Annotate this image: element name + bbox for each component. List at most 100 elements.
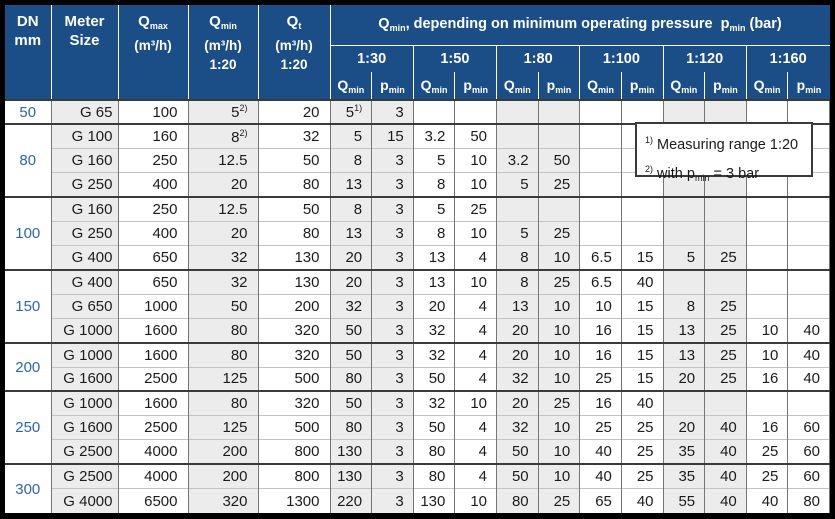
qmin-cell: 200 [188, 463, 259, 489]
meter-size-cell: G 4000 [51, 488, 119, 513]
meter-size-cell: G 400 [51, 268, 119, 295]
ratio-qmin-cell: 32 [413, 390, 456, 416]
col-header-qmin: Qmin (m³/h) 1:20 [188, 5, 259, 100]
ratio-qmin-cell: 50 [413, 366, 456, 392]
ratio-qmin-cell: 50 [413, 415, 456, 440]
ratio-pmin-cell: 10 [454, 488, 497, 513]
table-row: G 1600 2500 125 500 80 3 50 4 32 10 25 15 20 25 16 40 [5, 366, 830, 392]
dn-cell: 100 [5, 196, 52, 270]
ratio-pmin-cell [787, 390, 830, 416]
ratio-qmin-cell: 40 [746, 488, 789, 513]
qmax-cell: 400 [118, 172, 189, 198]
ratio-pmin-cell: 4 [454, 293, 497, 319]
ratio-qmin-cell [496, 98, 539, 125]
ratio-header: 1:160 [745, 45, 830, 72]
ratio-header: 1:80 [495, 45, 580, 72]
pmin-subheader: pmin [454, 72, 497, 100]
table-row: 150 G 400 650 32 130 20 3 13 10 8 25 6.5 40 [5, 268, 830, 343]
ratio-pmin-cell: 3 [371, 268, 414, 295]
meter-size-cell: G 1000 [51, 390, 119, 416]
qmin-cell: 125 [188, 415, 259, 440]
qt-cell: 500 [258, 366, 331, 392]
ratio-qmin-cell: 13 [663, 318, 706, 343]
ratio-qmin-cell [663, 196, 706, 222]
ratio-qmin-cell: 3.2 [496, 148, 539, 173]
ratio-pmin-cell: 25 [454, 196, 497, 222]
meter-label-line1: Meter [64, 13, 105, 30]
qmax-cell: 400 [118, 220, 189, 246]
qt-symbol: Qt [286, 13, 302, 31]
qmin-subheader: Qmin [745, 72, 788, 100]
ratio-pmin-cell: 3 [371, 390, 414, 416]
qmax-cell: 1000 [118, 293, 189, 319]
ratio-pmin-cell [621, 220, 664, 246]
ratio-pmin-cell: 3 [371, 148, 414, 173]
ratio-pmin-cell: 3 [371, 293, 414, 319]
ratio-qmin-cell: 20 [663, 415, 706, 440]
dn-cell: 300 [5, 463, 52, 513]
meter-size-cell: G 2500 [51, 439, 119, 465]
meter-size-cell: G 400 [51, 245, 119, 270]
ratio-pmin-cell [621, 98, 664, 125]
ratio-qmin-cell: 20 [496, 341, 539, 368]
qmin-cell: 82) [188, 123, 259, 149]
ratio-qmin-cell: 10 [746, 318, 789, 343]
ratio-pmin-cell: 40 [621, 488, 664, 513]
qmin-cell: 80 [188, 318, 259, 343]
ratio-header: 1:120 [662, 45, 747, 72]
ratio-pmin-cell: 25 [704, 293, 747, 319]
ratio-pmin-cell: 10 [538, 293, 581, 319]
ratio-qmin-cell: 20 [663, 366, 706, 392]
qt-cell: 130 [258, 245, 331, 270]
table-row: G 650 1000 50 200 32 3 20 4 13 10 10 15 8 25 [5, 293, 830, 319]
ratio-pmin-cell: 4 [454, 366, 497, 392]
ratio-qmin-cell [413, 98, 456, 125]
qmin-subheader: Qmin [579, 72, 622, 100]
ratio-pmin-cell: 10 [454, 390, 497, 416]
meter-label-line2: Size [69, 32, 100, 49]
ratio-qmin-cell [746, 293, 789, 319]
ratio-pmin-cell: 40 [621, 268, 664, 295]
ratio-qmin-cell: 20 [330, 268, 373, 295]
qmax-cell: 250 [118, 196, 189, 222]
ratio-qmin-cell: 16 [746, 415, 789, 440]
qmin-ratio: 1:20 [209, 57, 237, 72]
qmin-cell: 200 [188, 439, 259, 465]
ratio-qmin-cell [663, 98, 706, 125]
qmax-cell: 160 [118, 123, 189, 149]
ratio-pmin-cell [787, 268, 830, 295]
ratio-qmin-cell: 25 [579, 366, 622, 392]
ratio-qmin-cell: 51) [330, 98, 373, 125]
ratio-pmin-cell: 60 [787, 463, 830, 489]
qmax-cell: 650 [118, 268, 189, 295]
ratio-pmin-cell: 40 [704, 463, 747, 489]
ratio-pmin-cell: 10 [454, 148, 497, 173]
ratio-qmin-cell: 35 [663, 463, 706, 489]
ratio-pmin-cell: 40 [787, 366, 830, 392]
ratio-qmin-cell [579, 220, 622, 246]
table-row: G 2500 4000 200 800 130 3 80 4 50 10 40 25 35 40 25 60 [5, 439, 830, 465]
col-header-qt: Qt (m³/h) 1:20 [258, 5, 331, 100]
qmin-cell: 12.5 [188, 148, 259, 173]
ratio-pmin-cell: 10 [454, 268, 497, 295]
ratio-qmin-cell: 25 [746, 463, 789, 489]
dn-label-line2: mm [14, 32, 42, 49]
ratio-pmin-cell: 10 [454, 220, 497, 246]
ratio-qmin-cell: 130 [413, 488, 456, 513]
ratio-qmin-cell: 65 [579, 488, 622, 513]
ratio-header: 1:50 [412, 45, 497, 72]
qmin-cell: 80 [188, 390, 259, 416]
qmin-cell: 125 [188, 366, 259, 392]
ratio-pmin-cell: 10 [538, 245, 581, 270]
ratio-qmin-cell: 50 [330, 318, 373, 343]
table-row: G 250 400 20 80 13 3 8 10 5 25 [5, 172, 830, 198]
ratio-qmin-cell: 13 [413, 245, 456, 270]
ratio-pmin-cell: 80 [787, 488, 830, 513]
ratio-pmin-cell: 4 [454, 318, 497, 343]
qmax-unit: (m³/h) [134, 38, 172, 53]
ratio-qmin-cell: 8 [413, 220, 456, 246]
qt-unit: (m³/h) [275, 38, 313, 53]
ratio-qmin-cell: 32 [330, 293, 373, 319]
meter-size-cell: G 100 [51, 123, 119, 149]
table-row: G 1600 2500 125 500 80 3 50 4 32 10 25 25 20 40 16 60 [5, 415, 830, 440]
